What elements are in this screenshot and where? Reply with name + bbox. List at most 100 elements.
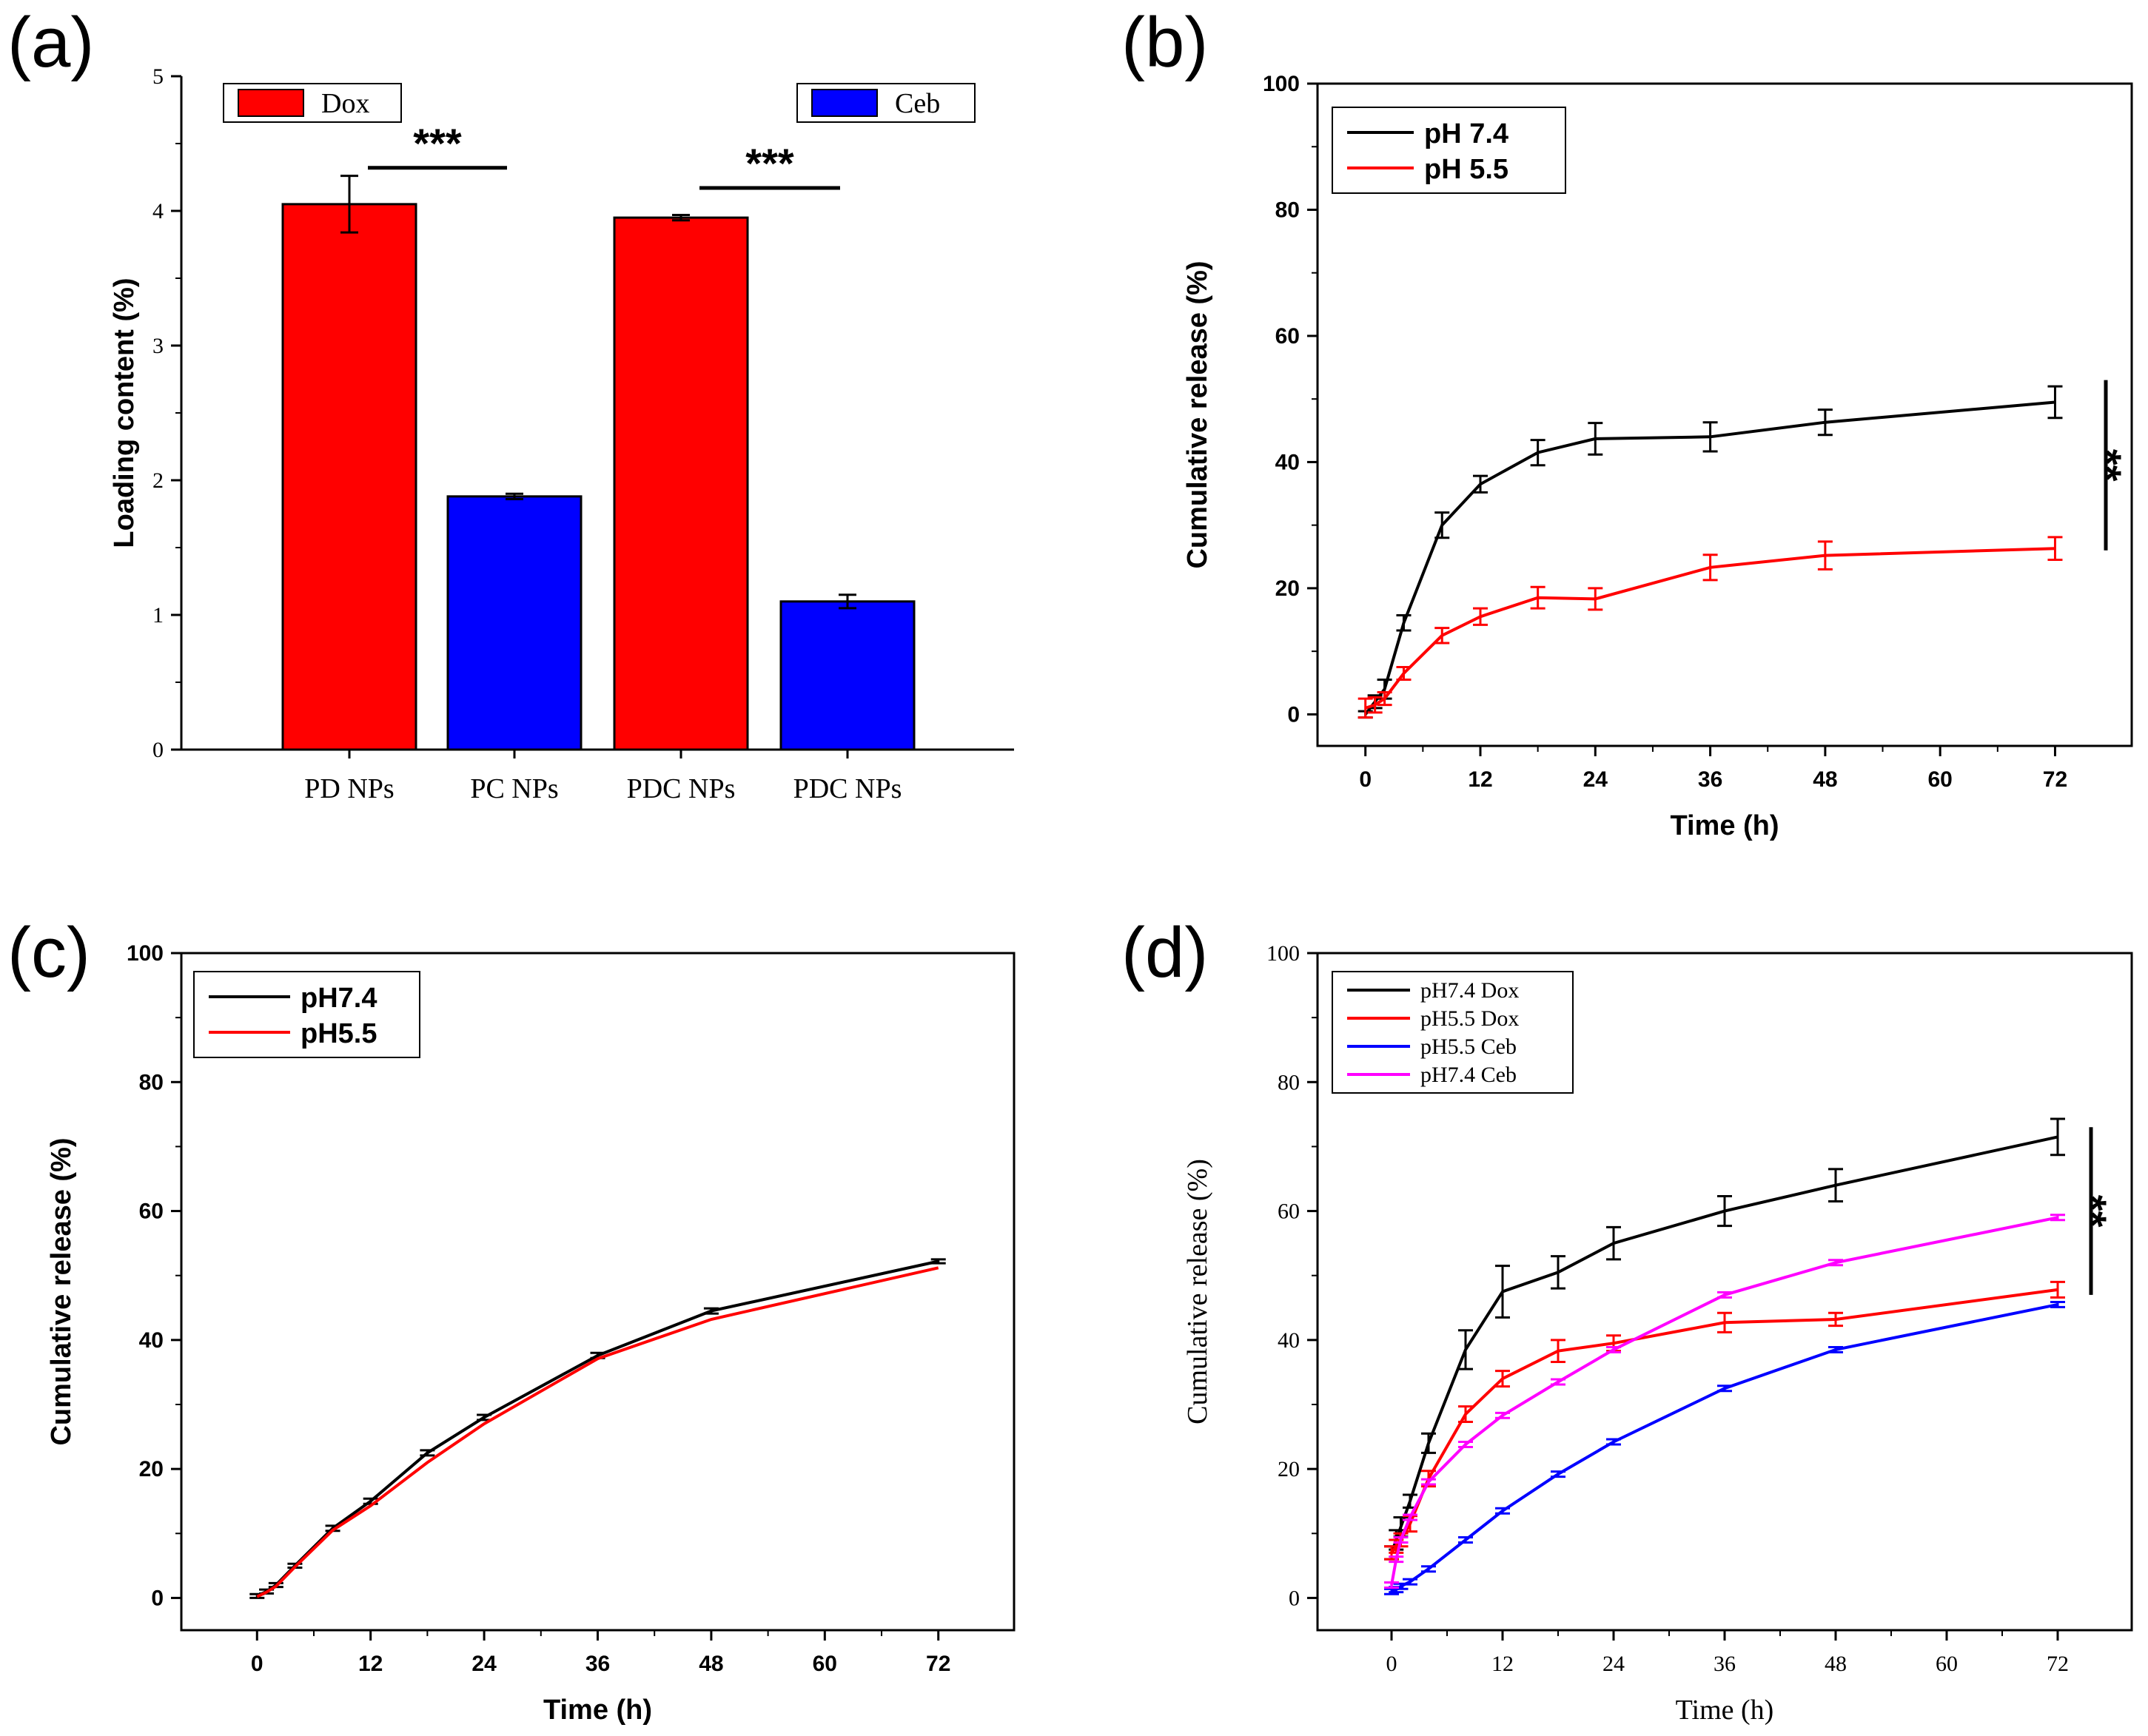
d-error-bar — [1551, 1255, 1565, 1290]
b-plot-frame — [1316, 82, 2133, 747]
c-legend-label: pH5.5 — [301, 1018, 377, 1049]
b-error-bar — [1702, 554, 1718, 582]
b-error-bar — [1702, 421, 1718, 453]
c-series-line — [256, 1266, 939, 1598]
d-series-ph7-4-dox — [1384, 1117, 2065, 1561]
b-error-bar — [1396, 614, 1412, 632]
a-y-axis-title: Loading content (%) — [109, 277, 140, 548]
d-error-bar — [1551, 1378, 1565, 1386]
b-x-tick-label: 36 — [1698, 767, 1722, 792]
d-x-tick-label: 36 — [1714, 1652, 1736, 1676]
b-legend-label: pH 7.4 — [1424, 118, 1508, 149]
d-error-bar — [1458, 1536, 1473, 1544]
d-error-bar — [2050, 1280, 2065, 1299]
d-error-bar — [1828, 1168, 1843, 1202]
panel-b-chart: 0 20 40 60 80 100 0 12 24 36 48 60 72 Time (h) Cumulat… — [1182, 72, 2133, 841]
d-error-bar — [1495, 1370, 1510, 1388]
b-error-bar — [1434, 511, 1450, 539]
d-error-bar — [1828, 1345, 1843, 1353]
b-error-bar — [1530, 439, 1545, 467]
c-y-tick-label: 80 — [139, 1070, 164, 1094]
d-error-bar — [1606, 1225, 1621, 1261]
b-legend-label: pH 5.5 — [1424, 154, 1508, 185]
b-series-ph-5-5 — [1357, 536, 2063, 719]
a-legend-ceb: Ceb — [796, 83, 976, 123]
c-series-ph7-4 — [249, 1258, 946, 1599]
b-error-bar — [1530, 585, 1545, 610]
b-error-bar — [1367, 696, 1383, 714]
d-error-bar — [1606, 1438, 1621, 1446]
d-error-bar — [1606, 1345, 1621, 1353]
a-legend-label: Dox — [321, 88, 369, 119]
d-error-bar — [1495, 1265, 1510, 1319]
d-y-tick-label: 0 — [1289, 1586, 1300, 1610]
bar-pd-nps-0 — [281, 203, 417, 751]
a-y-tick-label: 2 — [152, 468, 164, 493]
d-error-bar — [1393, 1536, 1409, 1544]
d-x-tick-label: 0 — [1386, 1652, 1397, 1676]
c-x-tick-label: 0 — [251, 1652, 264, 1676]
c-y-tick-label: 0 — [151, 1586, 164, 1610]
a-legend-label: Ceb — [895, 88, 940, 119]
d-x-tick-label: 24 — [1602, 1652, 1625, 1676]
c-x-tick-label: 12 — [358, 1652, 383, 1676]
d-x-tick-label: 60 — [1936, 1652, 1958, 1676]
b-x-tick-label: 12 — [1468, 767, 1492, 792]
bar-pdc-nps-3 — [779, 600, 916, 751]
c-x-tick-label: 36 — [585, 1652, 610, 1676]
d-error-bar — [2050, 1300, 2065, 1308]
a-significance-mark: *** — [745, 140, 794, 186]
d-y-axis-title: Cumulative release (%) — [1182, 1159, 1213, 1424]
d-legend-label: pH5.5 Ceb — [1420, 1034, 1517, 1059]
b-y-tick-label: 60 — [1275, 324, 1300, 349]
b-y-tick-label: 80 — [1275, 198, 1300, 222]
a-category-label: PD NPs — [304, 773, 394, 804]
c-y-tick-label: 60 — [139, 1200, 164, 1224]
d-error-bar — [1717, 1311, 1732, 1333]
d-error-bar — [2050, 1214, 2065, 1222]
c-error-bar — [930, 1258, 946, 1265]
a-y-tick-label: 1 — [152, 603, 164, 628]
d-x-tick-label: 72 — [2047, 1652, 2069, 1676]
b-error-bar — [2047, 385, 2063, 420]
d-legend-label: pH7.4 Ceb — [1420, 1063, 1517, 1087]
b-x-tick-label: 72 — [2043, 767, 2067, 792]
a-significance-mark: *** — [413, 120, 462, 166]
d-error-bar — [1717, 1195, 1732, 1228]
panel-a-chart: 0 1 2 3 4 5 PD NPs PC NPs PDC NPs PDC NPs Loading … — [109, 64, 1014, 804]
b-y-tick-label: 100 — [1263, 72, 1300, 96]
c-legend: pH7.4 pH5.5 — [193, 971, 420, 1058]
c-series-ph5-5 — [256, 1266, 939, 1598]
c-y-tick-label: 100 — [127, 941, 164, 966]
d-y-tick-label: 80 — [1278, 1070, 1300, 1094]
b-error-bar — [1473, 607, 1488, 626]
b-y-axis-title: Cumulative release (%) — [1182, 260, 1213, 568]
d-y-tick-label: 100 — [1266, 941, 1300, 966]
d-y-tick-label: 20 — [1278, 1457, 1300, 1481]
b-legend-box — [1332, 107, 1566, 194]
b-x-tick-label: 0 — [1359, 767, 1372, 792]
b-legend: pH 7.4 pH 5.5 — [1332, 107, 1566, 194]
a-legend-dox: Dox — [223, 83, 402, 123]
c-y-tick-label: 40 — [139, 1328, 164, 1353]
d-error-bar — [2050, 1117, 2065, 1157]
d-legend-label: pH7.4 Dox — [1420, 978, 1519, 1003]
b-x-tick-label: 24 — [1583, 767, 1608, 792]
a-y-tick-label: 0 — [152, 738, 164, 762]
d-error-bar — [1717, 1291, 1732, 1299]
d-x-tick-label: 12 — [1491, 1652, 1514, 1676]
d-error-bar — [1384, 1581, 1399, 1589]
c-x-tick-label: 48 — [699, 1652, 723, 1676]
bar-pdc-nps-2 — [613, 216, 749, 751]
d-error-bar — [1403, 1513, 1417, 1521]
panel-label-b: (b) — [1121, 3, 1208, 82]
a-y-tick-label: 4 — [152, 199, 164, 223]
b-error-bar — [1588, 587, 1603, 611]
d-error-bar — [1403, 1578, 1417, 1586]
b-error-bar — [1396, 665, 1412, 681]
panel-c-chart: 0 20 40 60 80 100 0 12 24 36 48 60 72 Time (h) Cumulat… — [46, 941, 1016, 1726]
d-legend: pH7.4 Dox pH5.5 Dox pH5.5 Ceb pH7.4 Ceb — [1332, 971, 1574, 1094]
d-error-bar — [1458, 1405, 1473, 1424]
d-error-bar — [1495, 1507, 1510, 1515]
